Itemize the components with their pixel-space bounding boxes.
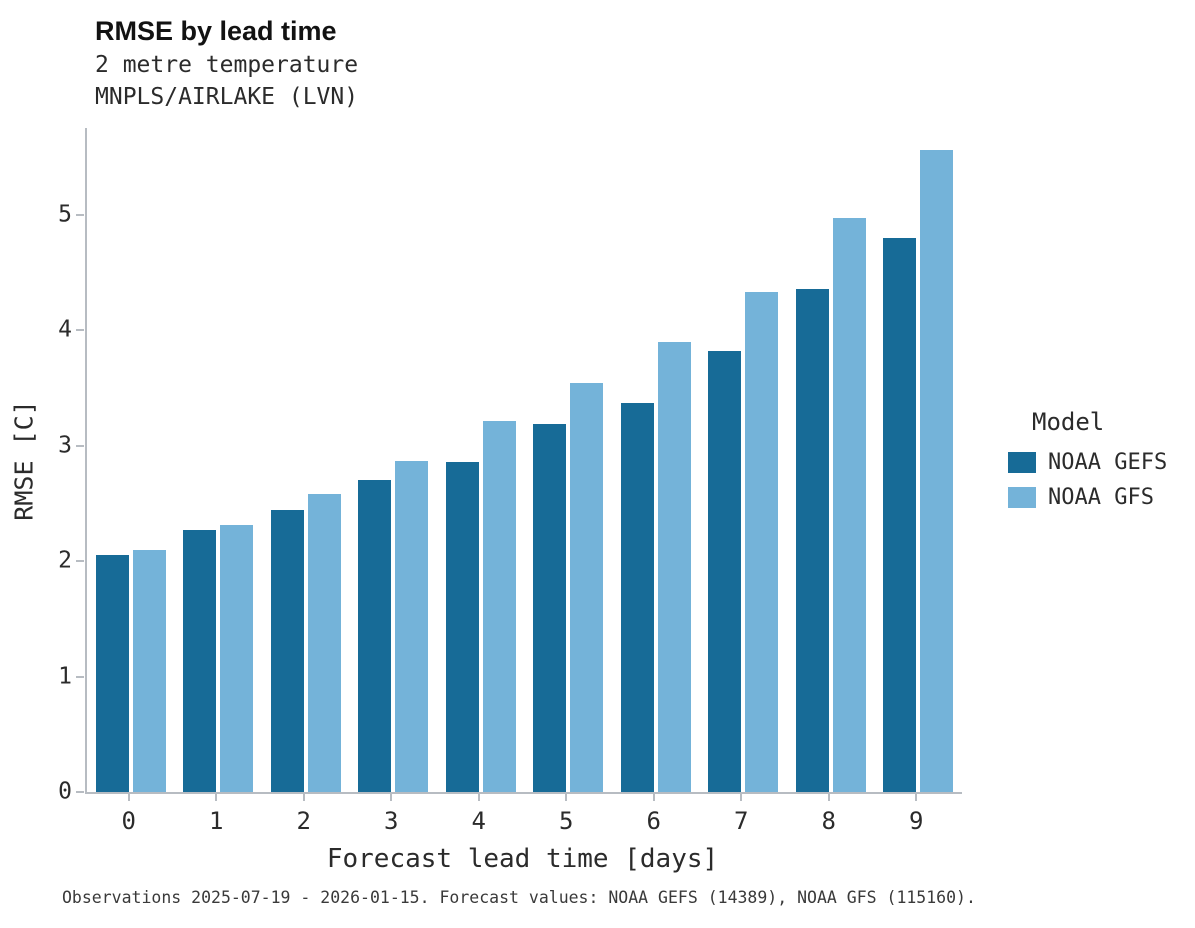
x-tick-mark: [827, 794, 830, 801]
y-tick-label: 0: [58, 778, 72, 805]
y-tick-mark: [76, 213, 84, 216]
y-tick-mark: [76, 675, 84, 678]
bar-noaa-gefs-lead-2: [270, 510, 304, 792]
y-tick-label: 4: [58, 316, 72, 343]
bar-group-lead-7: [700, 128, 788, 792]
bar-noaa-gfs-lead-5: [570, 383, 604, 792]
bar-noaa-gefs-lead-8: [795, 288, 829, 792]
bar-noaa-gefs-lead-6: [620, 402, 654, 792]
x-tick-label: 2: [260, 794, 348, 835]
chart-subtitle-variable: 2 metre temperature: [95, 52, 359, 78]
bar-noaa-gfs-lead-6: [657, 341, 691, 792]
bar-noaa-gefs-lead-4: [445, 461, 479, 792]
x-tick-label: 4: [435, 794, 523, 835]
x-tick-mark: [477, 794, 480, 801]
x-tick-label: 6: [610, 794, 698, 835]
x-tick-mark: [915, 794, 918, 801]
x-tick-mark: [652, 794, 655, 801]
bar-noaa-gefs-lead-3: [358, 480, 392, 792]
x-tick-mark: [215, 794, 218, 801]
x-tick-mark: [302, 794, 305, 801]
bar-noaa-gefs-lead-1: [183, 529, 217, 792]
bar-noaa-gfs-lead-7: [745, 291, 779, 792]
x-tick-label: 7: [698, 794, 786, 835]
bar-group-lead-4: [437, 128, 525, 792]
bar-noaa-gefs-lead-0: [95, 555, 129, 792]
y-tick-mark: [76, 560, 84, 563]
bar-group-lead-0: [87, 128, 175, 792]
y-tick-label: 5: [58, 201, 72, 228]
bar-noaa-gfs-lead-1: [220, 525, 254, 792]
footer-caption: Observations 2025-07-19 - 2026-01-15. Fo…: [62, 888, 976, 907]
plot-area: [87, 128, 962, 792]
bar-noaa-gfs-lead-9: [920, 149, 954, 792]
chart-title: RMSE by lead time: [95, 16, 337, 46]
legend-item-noaa-gfs: NOAA GFS: [1008, 485, 1167, 510]
legend: Model NOAA GEFS NOAA GFS: [1008, 408, 1167, 520]
bar-group-lead-9: [875, 128, 963, 792]
legend-item-noaa-gefs: NOAA GEFS: [1008, 450, 1167, 475]
bar-group-lead-6: [612, 128, 700, 792]
bar-noaa-gefs-lead-7: [708, 350, 742, 792]
bar-group-lead-3: [350, 128, 438, 792]
y-axis-ticks: 0 1 2 3 4 5: [20, 128, 72, 803]
legend-items: NOAA GEFS NOAA GFS: [1008, 450, 1167, 510]
x-tick-label: 8: [785, 794, 873, 835]
bar-noaa-gfs-lead-8: [832, 218, 866, 792]
y-tick-label: 3: [58, 432, 72, 459]
bar-group-lead-2: [262, 128, 350, 792]
bar-noaa-gfs-lead-4: [482, 421, 516, 792]
x-tick-mark: [127, 794, 130, 801]
legend-swatch-noaa-gfs: [1008, 487, 1036, 508]
legend-label: NOAA GFS: [1048, 485, 1154, 510]
x-tick-label: 3: [348, 794, 436, 835]
x-tick-label: 9: [873, 794, 961, 835]
x-tick-mark: [740, 794, 743, 801]
x-tick-label: 5: [523, 794, 611, 835]
bar-group-lead-5: [525, 128, 613, 792]
x-axis-title: Forecast lead time [days]: [326, 844, 719, 874]
plot-frame: [76, 128, 962, 794]
bar-noaa-gfs-lead-0: [132, 549, 166, 792]
y-tick-mark: [76, 329, 84, 332]
x-tick-mark: [565, 794, 568, 801]
x-tick-mark: [390, 794, 393, 801]
bar-noaa-gefs-lead-9: [883, 237, 917, 792]
y-tick-mark: [76, 791, 84, 793]
y-tick-label: 1: [58, 663, 72, 690]
y-tick-label: 2: [58, 547, 72, 574]
legend-swatch-noaa-gefs: [1008, 452, 1036, 473]
y-tick-mark: [76, 444, 84, 447]
legend-title: Model: [1032, 408, 1105, 436]
legend-label: NOAA GEFS: [1048, 450, 1168, 475]
bar-noaa-gfs-lead-2: [307, 494, 341, 792]
chart-subtitle-station: MNPLS/AIRLAKE (LVN): [95, 84, 359, 110]
bar-noaa-gefs-lead-5: [533, 423, 567, 792]
x-tick-label: 1: [173, 794, 261, 835]
bar-group-lead-1: [175, 128, 263, 792]
x-tick-label: 0: [85, 794, 173, 835]
bar-group-lead-8: [787, 128, 875, 792]
bar-noaa-gfs-lead-3: [395, 460, 429, 792]
